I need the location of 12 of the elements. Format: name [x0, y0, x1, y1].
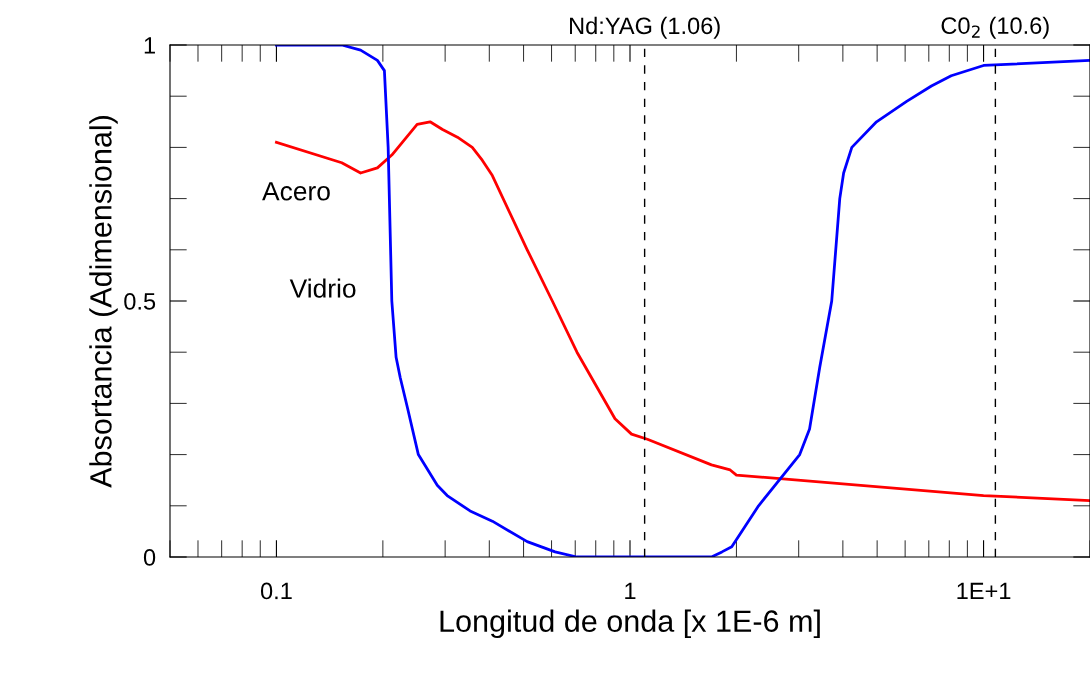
y-axis-title: Absortancia (Adimensional)	[89, 116, 118, 488]
ref-line-label: Nd:YAG (1.06)	[570, 16, 720, 39]
y-tick-label: 0.5	[124, 293, 156, 310]
series-label: Acero	[262, 182, 330, 201]
x-tick-label: 0.1	[260, 582, 292, 600]
y-tick-label: 0	[143, 549, 156, 566]
x-axis-title: Longitud de onda [x 1E-6 m]	[440, 609, 820, 639]
x-tick-label: 1	[625, 582, 636, 600]
y-tick-label: 1	[144, 37, 155, 54]
x-tick-label: 1E+1	[957, 582, 1011, 600]
ref-line-label: C0$_{2}$ (10.6)	[941, 16, 1049, 39]
series-label: Vidrio	[289, 278, 356, 298]
